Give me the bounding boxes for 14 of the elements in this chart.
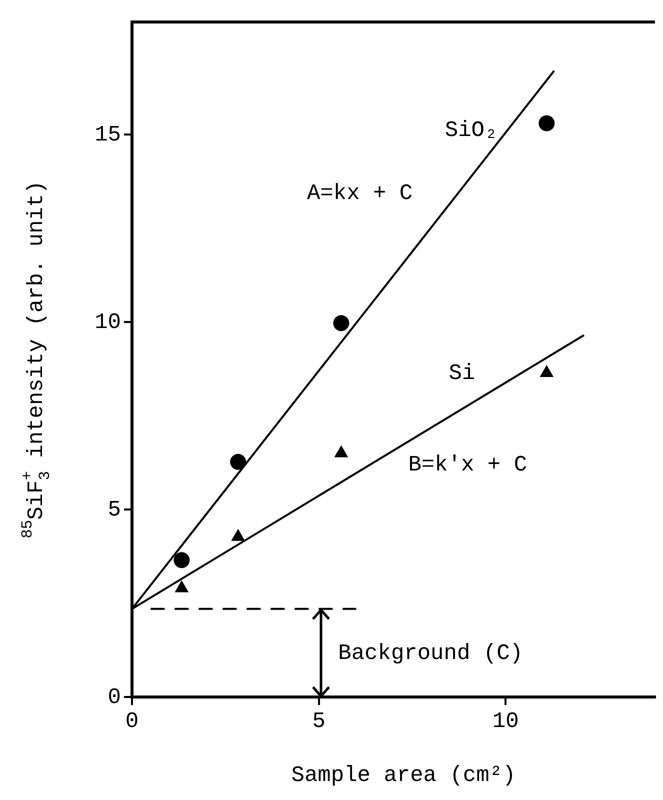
x-tick-label: 10 bbox=[492, 709, 519, 734]
y-tick-label: 15 bbox=[94, 122, 121, 148]
series-label: Si bbox=[448, 360, 476, 386]
annotation: B=k'x + C bbox=[408, 452, 528, 478]
series-label: SiO₂ bbox=[444, 118, 498, 143]
annotation: A=kx + C bbox=[306, 181, 413, 206]
x-tick-label: 5 bbox=[312, 709, 326, 734]
y-tick-label: 5 bbox=[108, 497, 121, 522]
y-tick-label: 10 bbox=[94, 310, 121, 335]
y-tick-label: 0 bbox=[108, 684, 121, 710]
y-axis-title: 85SiF3+ intensity (arb. unit) bbox=[18, 180, 54, 538]
x-axis-title: Sample area (cm²) bbox=[291, 762, 516, 788]
x-tick-label: 0 bbox=[125, 709, 139, 734]
annotation: Background (C) bbox=[338, 640, 523, 666]
